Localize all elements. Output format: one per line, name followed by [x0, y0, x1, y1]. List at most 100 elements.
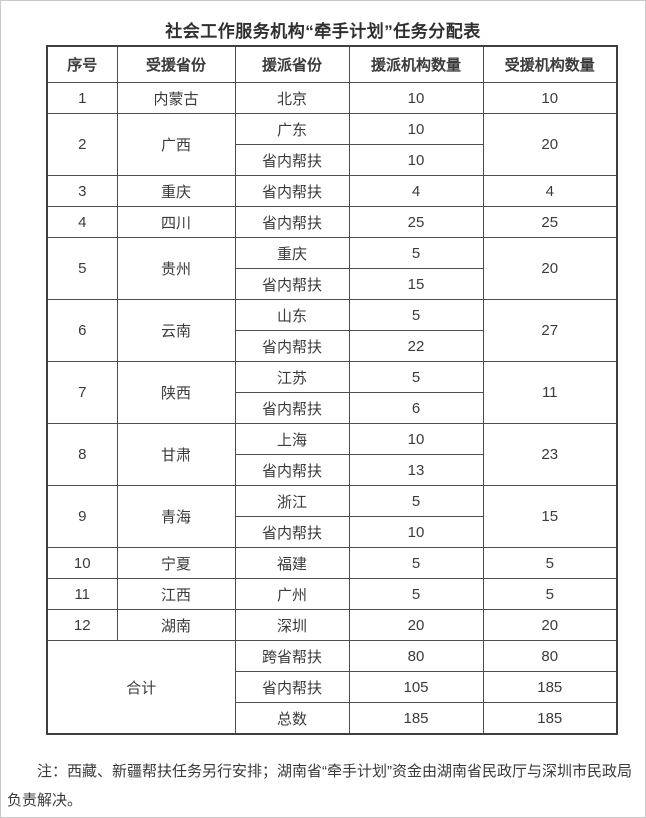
task-allocation-table: 序号 受援省份 援派省份 援派机构数量 受援机构数量 1 内蒙古 北京 10 1…: [46, 45, 618, 735]
dispatched-count-cell: 5: [348, 299, 484, 331]
received-count-cell: 23: [482, 423, 618, 486]
serial-cell: 9: [46, 485, 118, 548]
table-row: 4 四川 省内帮扶 25 25: [46, 206, 618, 238]
dispatched-count-cell: 10: [348, 82, 484, 114]
source-cell: 深圳: [234, 609, 350, 641]
received-count-cell: 11: [482, 361, 618, 424]
received-count-cell: 15: [482, 485, 618, 548]
table-row: 1 内蒙古 北京 10 10: [46, 82, 618, 114]
province-cell: 四川: [116, 206, 236, 238]
province-cell: 湖南: [116, 609, 236, 641]
source-cell: 重庆: [234, 237, 350, 269]
received-count-cell: 10: [482, 82, 618, 114]
received-count-cell: 20: [482, 237, 618, 300]
page-title: 社会工作服务机构“牵手计划”任务分配表: [165, 22, 481, 41]
province-cell: 广西: [116, 113, 236, 176]
source-cell: 省内帮扶: [234, 330, 350, 362]
province-cell: 云南: [116, 299, 236, 362]
serial-cell: 4: [46, 206, 118, 238]
dispatched-count-cell: 10: [348, 144, 484, 176]
table-row: 10 宁夏 福建 5 5: [46, 547, 618, 579]
source-cell: 山东: [234, 299, 350, 331]
source-cell: 省内帮扶: [234, 175, 350, 207]
source-cell: 省内帮扶: [234, 516, 350, 548]
source-cell: 广东: [234, 113, 350, 145]
province-cell: 宁夏: [116, 547, 236, 579]
table-row: 省内帮扶 6: [47, 392, 617, 424]
table-row: 8 甘肃 上海 10 23: [46, 423, 618, 486]
table-row: 9 青海 浙江 5 15: [46, 485, 618, 548]
table-row: 3 重庆 省内帮扶 4 4: [46, 175, 618, 207]
dispatched-count-cell: 80: [348, 640, 484, 672]
source-cell: 省内帮扶: [234, 268, 350, 300]
total-row: 省内帮扶 105 185: [47, 671, 618, 703]
source-cell: 上海: [234, 423, 350, 455]
dispatched-count-cell: 10: [348, 516, 484, 548]
table-row: 11 江西 广州 5 5: [46, 578, 618, 610]
dispatched-count-cell: 5: [348, 547, 484, 579]
received-count-cell: 80: [482, 640, 618, 672]
province-cell: 青海: [116, 485, 236, 548]
dispatched-count-cell: 13: [348, 454, 484, 486]
received-count-cell: 20: [482, 113, 618, 176]
received-count-cell: 185: [482, 671, 618, 703]
province-cell: 重庆: [116, 175, 236, 207]
dispatched-count-cell: 25: [348, 206, 484, 238]
total-label-cell: 合计: [46, 640, 236, 735]
dispatched-count-cell: 10: [348, 113, 484, 145]
source-cell: 省内帮扶: [234, 671, 350, 703]
header-recipient-province: 受援省份: [116, 45, 236, 83]
dispatched-count-cell: 5: [348, 361, 484, 393]
total-row: 合计 跨省帮扶 80 80: [46, 640, 618, 735]
serial-cell: 8: [46, 423, 118, 486]
serial-cell: 7: [46, 361, 118, 424]
received-count-cell: 20: [482, 609, 618, 641]
source-cell: 省内帮扶: [234, 206, 350, 238]
dispatched-count-cell: 4: [348, 175, 484, 207]
dispatched-count-cell: 185: [348, 702, 484, 735]
table-header-row: 序号 受援省份 援派省份 援派机构数量 受援机构数量: [46, 45, 618, 83]
header-dispatched-count: 援派机构数量: [348, 45, 484, 83]
header-recipient-count: 受援机构数量: [482, 45, 618, 83]
serial-cell: 2: [46, 113, 118, 176]
dispatched-count-cell: 5: [348, 578, 484, 610]
table-row: 7 陕西 江苏 5 11: [46, 361, 618, 424]
table-row: 12 湖南 深圳 20 20: [46, 609, 618, 641]
serial-cell: 3: [46, 175, 118, 207]
received-count-cell: 5: [482, 547, 618, 579]
source-cell: 总数: [234, 702, 350, 735]
dispatched-count-cell: 22: [348, 330, 484, 362]
source-cell: 省内帮扶: [234, 392, 350, 424]
source-cell: 省内帮扶: [234, 454, 350, 486]
dispatched-count-cell: 105: [348, 671, 484, 703]
table-row: 省内帮扶 15: [47, 268, 617, 300]
source-cell: 江苏: [234, 361, 350, 393]
dispatched-count-cell: 6: [348, 392, 484, 424]
table-row: 2 广西 广东 10 20: [46, 113, 618, 176]
dispatched-count-cell: 15: [348, 268, 484, 300]
province-cell: 江西: [116, 578, 236, 610]
province-cell: 陕西: [116, 361, 236, 424]
header-dispatching-province: 援派省份: [234, 45, 350, 83]
source-cell: 福建: [234, 547, 350, 579]
source-cell: 省内帮扶: [234, 144, 350, 176]
received-count-cell: 5: [482, 578, 618, 610]
dispatched-count-cell: 5: [348, 237, 484, 269]
total-row: 总数 185 185: [47, 702, 618, 735]
table-row: 省内帮扶 10: [47, 516, 617, 548]
source-cell: 广州: [234, 578, 350, 610]
source-cell: 跨省帮扶: [234, 640, 350, 672]
received-count-cell: 4: [482, 175, 618, 207]
serial-cell: 12: [46, 609, 118, 641]
table-row: 5 贵州 重庆 5 20: [46, 237, 618, 300]
serial-cell: 6: [46, 299, 118, 362]
province-cell: 内蒙古: [116, 82, 236, 114]
source-cell: 北京: [234, 82, 350, 114]
received-count-cell: 185: [482, 702, 618, 735]
serial-cell: 1: [46, 82, 118, 114]
serial-cell: 5: [46, 237, 118, 300]
table-row: 省内帮扶 10: [47, 144, 617, 176]
serial-cell: 10: [46, 547, 118, 579]
source-cell: 浙江: [234, 485, 350, 517]
